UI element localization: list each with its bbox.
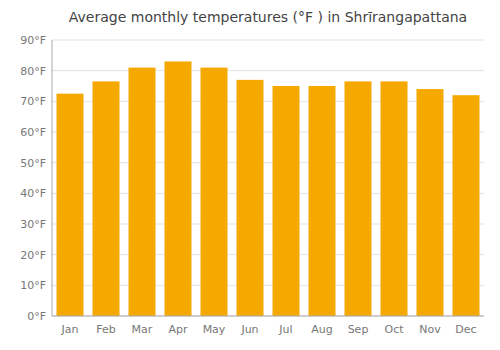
x-tick-label: Jul — [278, 323, 292, 336]
bar — [381, 81, 408, 316]
bar — [93, 81, 120, 316]
bars — [57, 61, 480, 316]
bar — [129, 68, 156, 316]
grid-line — [52, 40, 484, 41]
y-tick-label: 20°F — [20, 249, 46, 262]
x-tick-label: Feb — [96, 323, 115, 336]
x-tick-label: Oct — [384, 323, 404, 336]
y-tick-label: 40°F — [20, 187, 46, 200]
bar — [201, 68, 228, 316]
bar — [165, 61, 192, 316]
bar — [417, 89, 444, 316]
x-tick-label: Nov — [419, 323, 441, 336]
chart: Average monthly temperatures (°F ) in Sh… — [0, 0, 500, 350]
y-axis-line — [52, 40, 53, 316]
grid-line — [52, 70, 484, 71]
y-tick-label: 30°F — [20, 218, 46, 231]
y-axis: 0°F 10°F 20°F 30°F 40°F 50°F 60°F 70°F 80°F 90°F — [20, 34, 46, 323]
x-tick-label: Jun — [240, 323, 258, 336]
x-axis-line — [52, 316, 484, 317]
grid-line — [52, 316, 484, 317]
y-tick-label: 0°F — [27, 310, 46, 323]
x-tick-label: Dec — [455, 323, 476, 336]
x-tick-label: Jan — [61, 323, 79, 336]
grid — [52, 40, 484, 316]
y-tick-label: 70°F — [20, 95, 46, 108]
y-tick-label: 50°F — [20, 157, 46, 170]
y-tick-label: 80°F — [20, 65, 46, 78]
bar — [273, 86, 300, 316]
x-tick-label: May — [203, 323, 226, 336]
x-axis: Jan Feb Mar Apr May Jun Jul Aug Sep Oct Nov Dec — [61, 323, 477, 336]
y-tick-label: 60°F — [20, 126, 46, 139]
x-tick-label: Aug — [311, 323, 332, 336]
chart-container: Average monthly temperatures (°F ) in Sh… — [0, 0, 500, 350]
bar — [309, 86, 336, 316]
x-tick-label: Sep — [348, 323, 369, 336]
x-tick-label: Apr — [168, 323, 188, 336]
y-tick-label: 10°F — [20, 279, 46, 292]
bar — [345, 81, 372, 316]
title: Average monthly temperatures (°F ) in Sh… — [69, 9, 467, 25]
bar — [57, 94, 84, 316]
y-tick-label: 90°F — [20, 34, 46, 47]
bar — [237, 80, 264, 316]
x-tick-label: Mar — [132, 323, 153, 336]
bar — [453, 95, 480, 316]
